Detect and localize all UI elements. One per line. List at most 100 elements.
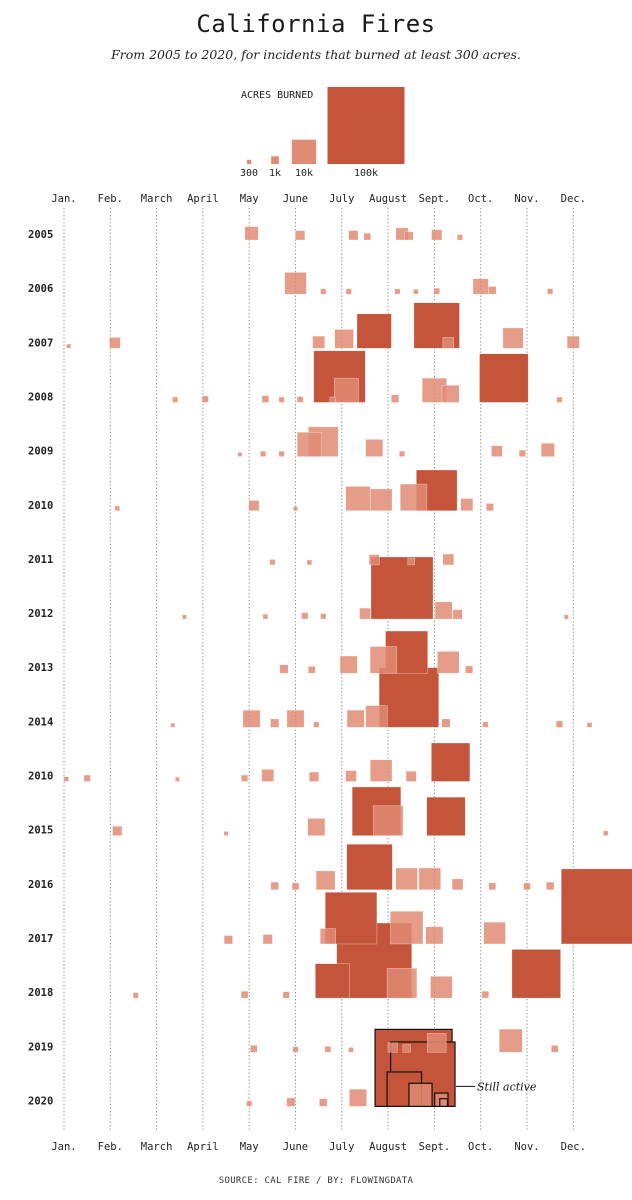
fire-marker [132,992,139,999]
fire-marker [586,722,593,728]
fire-marker [296,432,322,457]
fire-marker [370,556,434,620]
year-label: 2009 [28,446,53,458]
month-label-top: June [283,193,308,205]
fire-marker [399,483,428,511]
fire-marker [441,384,460,403]
fire-marker [369,646,398,674]
month-label-top: Sept. [419,193,451,205]
fire-marker [172,396,179,403]
fire-marker [563,614,569,620]
year-labels: 2005 2006 2007 2008 2009 2010 2011 2012 2013 2014… [28,229,53,1107]
fire-marker [518,449,526,457]
fire-marker [346,709,365,728]
year-label: 2008 [28,391,53,403]
fire-marker [349,1088,367,1107]
fire-marker [282,991,290,999]
fire-marker [348,230,359,241]
fire-marker [244,226,259,241]
fire-marker [359,607,371,620]
fire-marker [488,286,497,295]
fire-marker [315,963,351,999]
fire-marker [431,229,443,241]
fire-markers [63,226,632,1108]
legend-label-100k: 100k [354,168,378,179]
fire-marker [547,288,554,295]
chart-title: California Fires [196,10,436,38]
fire-marker [261,395,270,403]
fire-marker [465,665,474,674]
year-label: 2014 [28,716,53,728]
fire-marker [483,921,506,945]
fire-marker [431,742,471,782]
fire-marker [460,498,474,511]
fire-marker [394,288,401,295]
fire-marker [488,882,496,891]
year-label: 2018 [28,987,53,999]
year-label: 2005 [28,229,53,241]
fire-marker [395,867,418,891]
legend-label-10k: 10k [295,168,313,179]
fire-marker [248,500,260,512]
fire-marker [560,868,632,945]
fire-marker [556,396,563,403]
fire-marker [315,870,336,891]
year-label: 2011 [28,554,53,566]
year-label: 2006 [28,283,53,295]
legend-title: ACRES BURNED [241,90,313,101]
fire-marker [262,613,269,620]
fire-marker [241,774,249,782]
fire-marker [456,234,463,241]
fire-marker [223,935,233,945]
year-label: 2017 [28,933,53,945]
fire-marker-active [439,1098,449,1107]
fire-marker [250,1045,258,1053]
fire-marker [240,990,249,999]
fire-marker [451,878,464,891]
fire-marker [551,1045,559,1053]
fire-marker [566,335,580,349]
fire-marker [329,396,336,403]
fire-marker [442,553,454,566]
month-label-top: August [369,193,407,205]
fire-marker [309,771,319,782]
legend-square-10k [291,139,317,164]
fire-marker [418,867,441,891]
fire-marker [306,559,313,566]
fire-marker [365,439,384,457]
legend-square-100k [327,87,405,164]
fire-marker [345,288,352,295]
month-label-bottom: Dec. [561,1141,586,1153]
fire-marker [413,289,419,295]
month-axis-bottom: Jan. Feb. March April May June July August Sept.… [51,1141,586,1153]
year-label: 2010 [28,771,53,783]
month-label-bottom: Sept. [419,1141,451,1153]
fire-marker [286,709,305,728]
fire-marker [555,720,563,728]
fire-marker [334,377,359,403]
fire-marker [546,881,555,891]
fire-marker [390,394,400,403]
fire-marker [237,452,243,457]
fire-marker [348,1047,354,1053]
fire-marker [66,343,71,349]
fire-marker [363,232,371,241]
fire-marker [284,272,307,295]
fire-marker [246,1100,253,1107]
fire-marker [365,705,388,728]
fire-marker [370,759,393,782]
year-label: 2015 [28,825,53,837]
fire-marker [308,666,316,674]
fire-marker [112,825,123,836]
fire-marker [482,721,489,728]
legend-square-1k [271,156,279,164]
fire-marker [404,231,414,241]
month-label-top: March [141,193,173,205]
fire-marker [370,488,393,511]
year-label: 2019 [28,1041,53,1053]
year-label: 2013 [28,662,53,674]
fire-marker [291,882,300,891]
fire-marker [301,612,309,620]
fire-marker [307,818,326,836]
fire-marker [427,1033,447,1053]
